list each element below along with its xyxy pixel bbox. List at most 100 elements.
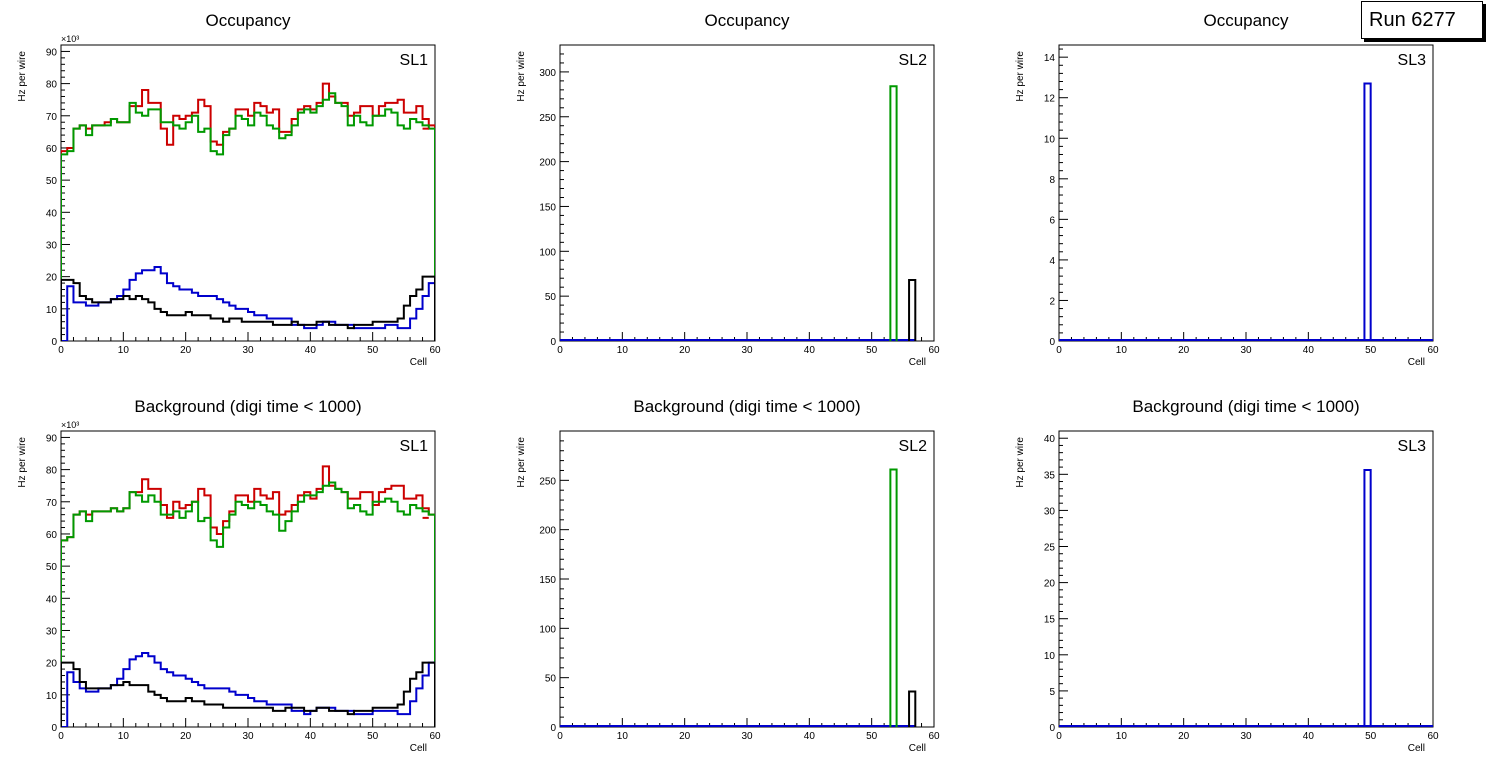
series-green-bar <box>889 468 898 727</box>
series-green-bar <box>889 85 898 341</box>
y-axis-label: Hz per wire <box>516 437 527 488</box>
x-tick-label: 10 <box>1116 731 1128 742</box>
x-tick-label: 60 <box>1427 345 1439 356</box>
panel-label: SL3 <box>1398 438 1427 455</box>
y-tick-label: 10 <box>46 691 58 702</box>
y-tick-label: 8 <box>1049 175 1055 186</box>
y-tick-label: 300 <box>539 68 556 79</box>
plot-frame <box>559 430 935 728</box>
y-tick-label: 100 <box>539 247 556 258</box>
x-tick-label: 50 <box>367 731 379 742</box>
y-tick-label: 0 <box>51 337 57 348</box>
plot-frame <box>1058 44 1434 342</box>
y-tick-label: 0 <box>1049 337 1055 348</box>
series-black-bar <box>908 690 917 727</box>
run-label: Run 6277 <box>1369 9 1456 31</box>
y-tick-label: 80 <box>46 80 58 91</box>
x-tick-label: 40 <box>804 345 816 356</box>
x-tick-label: 50 <box>1365 345 1377 356</box>
x-tick-label: 40 <box>804 731 816 742</box>
panel-title: Background (digi time < 1000) <box>633 397 860 416</box>
panel-title: Background (digi time < 1000) <box>1132 397 1359 416</box>
series-green-line <box>61 481 435 727</box>
y-tick-label: 60 <box>46 530 58 541</box>
y-tick-label: 250 <box>539 476 556 487</box>
x-tick-label: 40 <box>1303 345 1315 356</box>
x-tick-label: 0 <box>58 345 64 356</box>
y-tick-label: 200 <box>539 526 556 537</box>
y-tick-label: 200 <box>539 158 556 169</box>
y-tick-label: 50 <box>545 674 557 685</box>
x-tick-label: 30 <box>741 345 753 356</box>
x-tick-label: 20 <box>180 345 192 356</box>
y-tick-label: 50 <box>545 292 557 303</box>
y-tick-label: 2 <box>1049 296 1055 307</box>
x-tick-label: 10 <box>118 731 130 742</box>
series-blue-bar <box>1363 468 1372 727</box>
x-tick-label: 0 <box>58 731 64 742</box>
panel-label: SL1 <box>400 438 429 455</box>
x-tick-label: 30 <box>1240 345 1252 356</box>
x-tick-label: 40 <box>305 345 317 356</box>
y-tick-label: 20 <box>46 659 58 670</box>
panel-title: Occupancy <box>205 11 291 30</box>
y-axis-label: Hz per wire <box>17 437 28 488</box>
y-tick-label: 20 <box>1044 579 1056 590</box>
y-tick-label: 20 <box>46 273 58 284</box>
x-tick-label: 60 <box>429 345 441 356</box>
y-tick-label: 15 <box>1044 615 1056 626</box>
y-exponent-label: ×10³ <box>61 34 79 44</box>
y-axis-label: Hz per wire <box>1015 437 1026 488</box>
panel-title: Occupancy <box>704 11 790 30</box>
y-tick-label: 10 <box>1044 134 1056 145</box>
panel-title: Occupancy <box>1203 11 1289 30</box>
histogram-panel-4: Background (digi time < 1000) 0 10 20 30 40 50… <box>17 397 441 754</box>
y-tick-label: 150 <box>539 202 556 213</box>
y-tick-label: 0 <box>1049 723 1055 734</box>
x-tick-label: 50 <box>866 731 878 742</box>
x-tick-label: 10 <box>617 345 629 356</box>
x-tick-label: 50 <box>866 345 878 356</box>
histogram-panel-6: Background (digi time < 1000)0 10 20 30 40 50… <box>1015 397 1439 754</box>
plot-frame <box>559 44 935 342</box>
y-tick-label: 25 <box>1044 543 1056 554</box>
panel-title: Background (digi time < 1000) <box>134 397 361 416</box>
y-axis-label: Hz per wire <box>516 51 527 102</box>
y-tick-label: 70 <box>46 498 58 509</box>
x-tick-label: 10 <box>617 731 629 742</box>
x-tick-label: 20 <box>679 345 691 356</box>
series-blue-bar <box>1363 82 1372 341</box>
x-tick-label: 20 <box>1178 731 1190 742</box>
y-axis-label: Hz per wire <box>17 51 28 102</box>
x-tick-label: 20 <box>679 731 691 742</box>
y-tick-label: 10 <box>46 305 58 316</box>
y-tick-label: 4 <box>1049 256 1055 267</box>
y-tick-label: 14 <box>1044 53 1056 64</box>
x-axis-label: Cell <box>410 743 427 754</box>
x-tick-label: 0 <box>557 731 563 742</box>
series-black-line <box>61 275 435 341</box>
series-black-line <box>61 661 435 727</box>
y-tick-label: 35 <box>1044 470 1056 481</box>
x-tick-label: 30 <box>741 731 753 742</box>
x-tick-label: 30 <box>242 731 254 742</box>
x-tick-label: 50 <box>367 345 379 356</box>
y-tick-label: 100 <box>539 624 556 635</box>
y-tick-label: 6 <box>1049 215 1055 226</box>
x-axis-label: Cell <box>909 743 926 754</box>
x-tick-label: 0 <box>557 345 563 356</box>
panel-label: SL2 <box>899 438 928 455</box>
x-tick-label: 30 <box>1240 731 1252 742</box>
x-tick-label: 60 <box>928 731 940 742</box>
y-tick-label: 10 <box>1044 651 1056 662</box>
plot-frame <box>1058 430 1434 728</box>
series-green-line <box>61 92 435 341</box>
x-axis-label: Cell <box>1408 357 1425 368</box>
y-tick-label: 0 <box>550 723 556 734</box>
x-tick-label: 30 <box>242 345 254 356</box>
x-tick-label: 20 <box>1178 345 1190 356</box>
